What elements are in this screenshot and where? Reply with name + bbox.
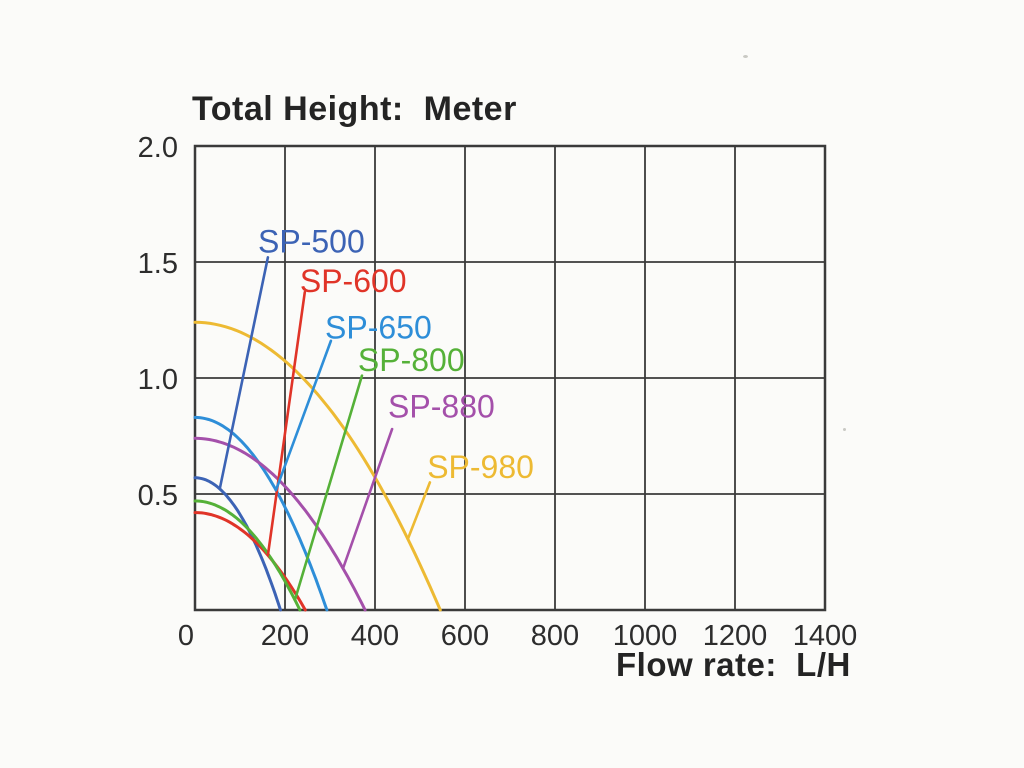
leader-sp-500 <box>218 256 270 491</box>
tick-label-x-1000: 1000 <box>613 620 678 652</box>
series-label-sp-600: SP-600 <box>300 263 407 299</box>
plot-border <box>193 144 827 612</box>
tick-label-x-400: 400 <box>351 620 399 652</box>
series-label-sp-650: SP-650 <box>325 310 432 346</box>
tick-label-y-1.0: 1.0 <box>138 364 178 396</box>
curve-sp-980 <box>193 320 442 612</box>
tick-label-x-1400: 1400 <box>793 620 858 652</box>
leader-sp-650 <box>274 339 333 492</box>
leader-sp-800 <box>293 374 364 602</box>
series-label-sp-880: SP-880 <box>388 388 495 424</box>
series-label-sp-980: SP-980 <box>427 449 534 485</box>
curve-sp-800 <box>193 499 302 612</box>
chart-title: Total Height: Meter <box>192 90 517 128</box>
leader-sp-600 <box>266 290 307 557</box>
x-axis-label: Flow rate: L/H <box>616 646 851 683</box>
tick-label-y-2.0: 2.0 <box>138 132 178 164</box>
scan-speck <box>743 55 748 58</box>
tick-label-y-1.5: 1.5 <box>138 248 178 280</box>
tick-label-x-200: 200 <box>261 620 309 652</box>
series-label-sp-800: SP-800 <box>358 342 465 378</box>
series-label-sp-500: SP-500 <box>258 224 365 260</box>
tick-label-x-800: 800 <box>531 620 579 652</box>
curve-sp-500 <box>193 476 282 612</box>
leader-sp-880 <box>341 427 394 570</box>
scan-speck <box>843 428 846 431</box>
leader-sp-980 <box>406 481 432 541</box>
tick-label-x-1200: 1200 <box>703 620 768 652</box>
tick-label-x-0: 0 <box>178 620 194 652</box>
tick-label-y-0.5: 0.5 <box>138 480 178 512</box>
tick-label-x-600: 600 <box>441 620 489 652</box>
curve-sp-600 <box>193 511 307 612</box>
